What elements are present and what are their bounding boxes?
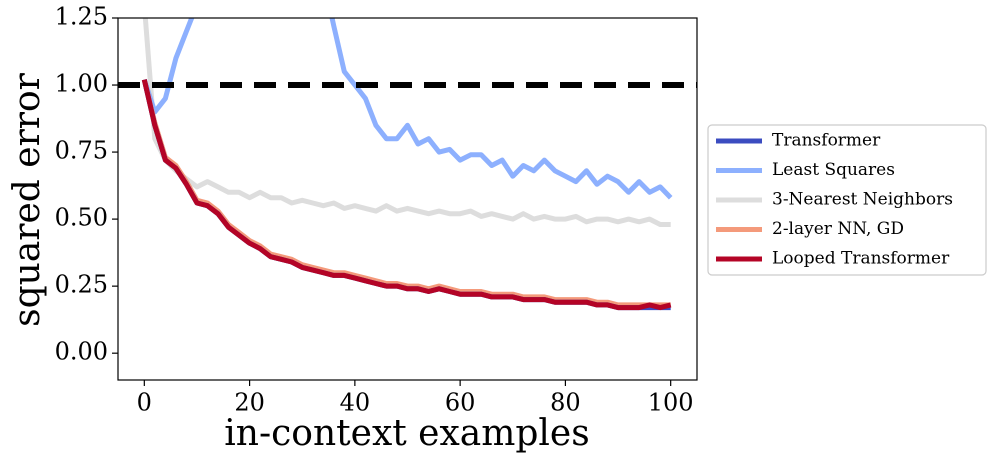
legend-label: 3-Nearest Neighbors: [772, 190, 953, 210]
series-line: [141, 18, 673, 200]
series-line: [142, 18, 671, 227]
y-tick-label: 0.50: [55, 204, 108, 232]
series-line: [141, 79, 672, 311]
y-tick-label: 0.00: [55, 338, 108, 366]
legend-label: Transformer: [772, 131, 881, 151]
plot-frame: [117, 17, 698, 381]
y-tick-label: 0.25: [55, 271, 108, 299]
y-tick-label: 1.25: [55, 3, 108, 31]
x-axis-label: in-context examples: [224, 413, 589, 454]
legend-label: Looped Transformer: [772, 249, 950, 269]
legend-label: 2-layer NN, GD: [772, 219, 904, 239]
x-tick-label: 40: [340, 389, 371, 417]
y-tick-label: 0.75: [55, 137, 108, 165]
x-tick-label: 80: [550, 389, 581, 417]
x-tick-label: 60: [445, 389, 476, 417]
x-tick-label: 0: [137, 389, 152, 417]
x-tick-label: 100: [648, 389, 694, 417]
x-tick-label: 20: [234, 389, 265, 417]
y-tick-label: 1.00: [55, 70, 108, 98]
series-line: [141, 79, 671, 311]
legend-box: [707, 124, 987, 276]
legend-label: Least Squares: [772, 160, 895, 180]
y-axis-label: squared error: [7, 72, 48, 327]
plot-area: [118, 18, 697, 311]
